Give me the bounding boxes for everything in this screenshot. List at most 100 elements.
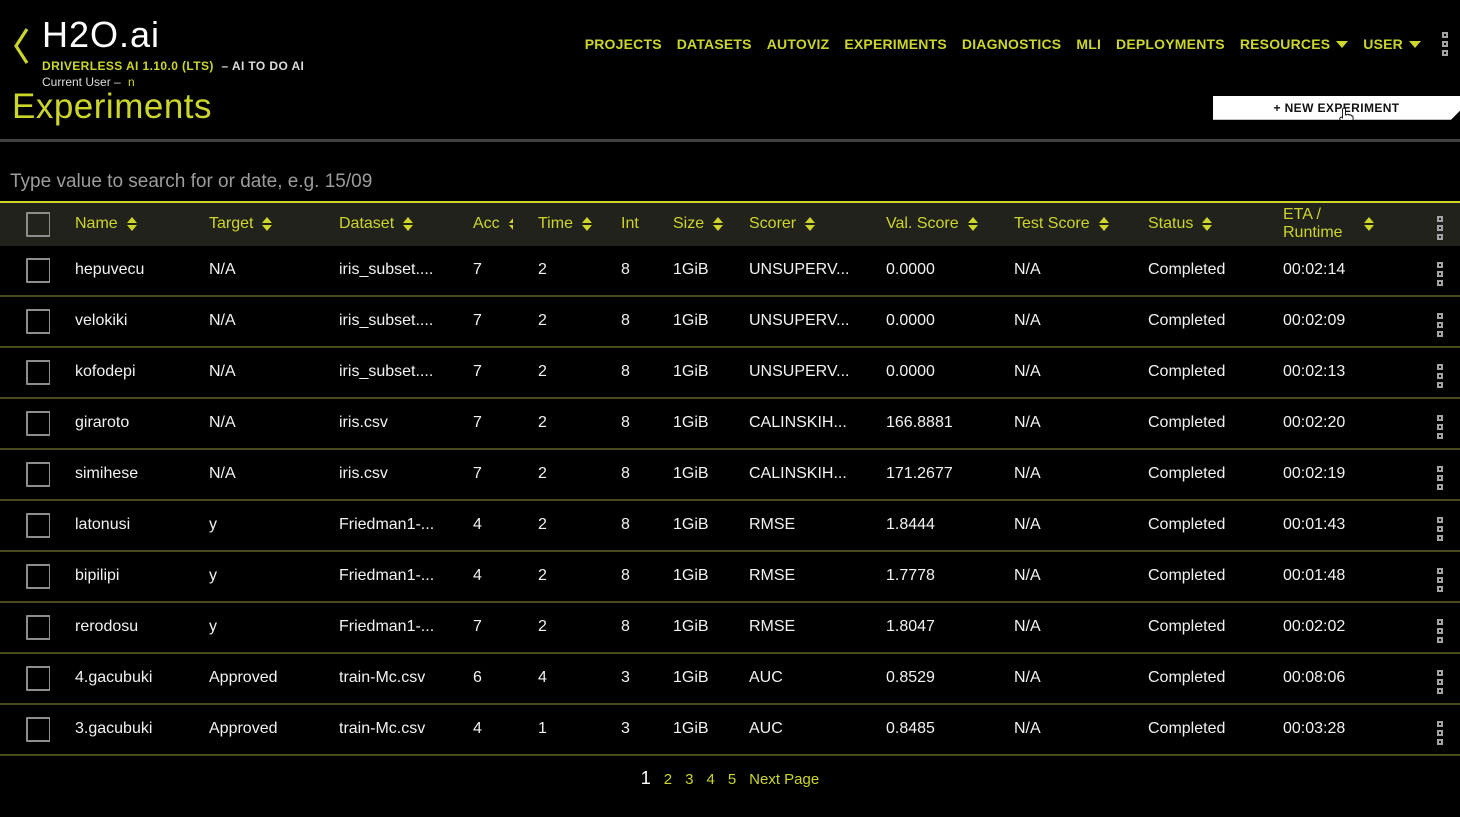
page-link-3[interactable]: 3 — [685, 770, 694, 788]
cell-scorer: RMSE — [749, 516, 796, 534]
select-all-checkbox[interactable] — [26, 211, 50, 237]
column-header-int[interactable]: Int — [621, 215, 648, 233]
table-row[interactable]: hepuvecu N/A iris_subset.... 7 2 8 1GiB … — [0, 245, 1460, 297]
table-row[interactable]: latonusi y Friedman1-... 4 2 8 1GiB RMSE… — [0, 500, 1460, 552]
nav-diagnostics[interactable]: DIAGNOSTICS — [961, 36, 1062, 52]
table-row[interactable]: 4.gacubuki Approved train-Mc.csv 6 4 3 1… — [0, 653, 1460, 705]
table-row[interactable]: rerodosu y Friedman1-... 7 2 8 1GiB RMSE… — [0, 602, 1460, 654]
row-menu-icon[interactable] — [1437, 363, 1443, 388]
column-header-target[interactable]: Target — [209, 215, 314, 233]
column-header-dataset[interactable]: Dataset — [339, 215, 448, 233]
cell-status: Completed — [1148, 261, 1226, 279]
cell-int: 8 — [621, 261, 630, 279]
nav-datasets[interactable]: DATASETS — [676, 36, 752, 52]
cell-val-score: 171.2677 — [886, 465, 953, 483]
page-link-2[interactable]: 2 — [663, 770, 673, 788]
row-checkbox[interactable] — [26, 716, 50, 742]
row-checkbox[interactable] — [26, 512, 50, 538]
nav-mli[interactable]: MLI — [1076, 36, 1102, 52]
back-chevron-icon[interactable] — [12, 26, 30, 89]
column-header-size[interactable]: Size — [673, 215, 724, 233]
cell-status: Completed — [1148, 567, 1226, 585]
search-input[interactable] — [0, 166, 1460, 203]
table-row[interactable]: velokiki N/A iris_subset.... 7 2 8 1GiB … — [0, 296, 1460, 348]
row-menu-icon[interactable] — [1437, 567, 1443, 592]
nav-experiments[interactable]: EXPERIMENTS — [844, 36, 947, 52]
nav-user[interactable]: USER — [1363, 36, 1421, 52]
cell-size: 1GiB — [673, 720, 709, 738]
column-header-scorer[interactable]: Scorer — [749, 215, 861, 233]
column-header-acc[interactable]: Acc — [473, 215, 513, 233]
page-title: Experiments — [12, 86, 213, 126]
row-menu-icon[interactable] — [1437, 465, 1443, 490]
nav-autoviz[interactable]: AUTOVIZ — [766, 36, 830, 52]
cell-val-score: 1.8444 — [886, 516, 935, 534]
header-menu-icon[interactable] — [1437, 215, 1443, 240]
row-checkbox[interactable] — [26, 665, 50, 691]
brand-block: H2O.ai DRIVERLESS AI 1.10.0 (LTS) – AI T… — [12, 16, 304, 89]
row-menu-icon[interactable] — [1437, 414, 1443, 439]
cell-dataset: iris.csv — [339, 465, 388, 483]
nav-resources[interactable]: RESOURCES — [1240, 36, 1349, 52]
table-row[interactable]: 3.gacubuki Approved train-Mc.csv 4 1 3 1… — [0, 704, 1460, 756]
table-row[interactable]: simihese N/A iris.csv 7 2 8 1GiB CALINSK… — [0, 449, 1460, 501]
page-current[interactable]: 1 — [640, 767, 651, 788]
cell-size: 1GiB — [673, 567, 709, 585]
row-checkbox[interactable] — [26, 614, 50, 640]
cell-int: 8 — [621, 465, 630, 483]
cell-int: 8 — [621, 414, 630, 432]
cell-time: 2 — [538, 516, 547, 534]
main-nav: PROJECTS DATASETS AUTOVIZ EXPERIMENTS DI… — [585, 32, 1448, 56]
cell-status: Completed — [1148, 618, 1226, 636]
cell-size: 1GiB — [673, 669, 709, 687]
row-menu-icon[interactable] — [1437, 669, 1443, 694]
logo[interactable]: H2O.ai — [42, 14, 161, 55]
cell-test-score: N/A — [1014, 669, 1041, 687]
row-checkbox[interactable] — [26, 410, 50, 436]
row-checkbox[interactable] — [26, 257, 50, 283]
cell-scorer: RMSE — [749, 618, 796, 636]
nav-deployments[interactable]: DEPLOYMENTS — [1116, 36, 1225, 52]
sort-icon — [1098, 217, 1109, 232]
page-link-4[interactable]: 4 — [706, 770, 715, 788]
row-checkbox[interactable] — [26, 563, 50, 589]
row-checkbox[interactable] — [26, 461, 50, 487]
row-menu-icon[interactable] — [1437, 618, 1443, 643]
row-checkbox[interactable] — [26, 308, 50, 334]
tagline-text: – AI TO DO AI — [221, 58, 305, 73]
column-header-val-score[interactable]: Val. Score — [886, 215, 989, 233]
column-header-name[interactable]: Name — [75, 215, 184, 233]
row-menu-icon[interactable] — [1437, 720, 1443, 745]
row-menu-icon[interactable] — [1437, 261, 1443, 286]
apps-menu-icon[interactable] — [1442, 32, 1448, 56]
table-row[interactable]: giraroto N/A iris.csv 7 2 8 1GiB CALINSK… — [0, 398, 1460, 450]
table-row[interactable]: bipilipi y Friedman1-... 4 2 8 1GiB RMSE… — [0, 551, 1460, 603]
version-text: DRIVERLESS AI 1.10.0 (LTS) — [42, 58, 214, 73]
sort-icon — [126, 217, 137, 232]
cell-time: 1 — [538, 720, 547, 738]
row-menu-icon[interactable] — [1437, 516, 1443, 541]
row-menu-icon[interactable] — [1437, 312, 1443, 337]
cell-status: Completed — [1148, 516, 1226, 534]
new-experiment-button[interactable]: + NEW EXPERIMENT — [1213, 96, 1460, 120]
table-row[interactable]: kofodepi N/A iris_subset.... 7 2 8 1GiB … — [0, 347, 1460, 399]
next-page-link[interactable]: Next Page — [749, 770, 820, 788]
cell-time: 2 — [538, 414, 547, 432]
column-header-test-score[interactable]: Test Score — [1014, 215, 1123, 233]
cell-name: 3.gacubuki — [75, 720, 153, 738]
column-header-eta-runtime[interactable]: ETA / Runtime — [1283, 206, 1412, 243]
sort-icon — [403, 217, 414, 232]
cell-dataset: train-Mc.csv — [339, 720, 426, 738]
nav-projects[interactable]: PROJECTS — [584, 36, 662, 52]
row-checkbox[interactable] — [26, 359, 50, 385]
cell-dataset: iris.csv — [339, 414, 388, 432]
page-link-5[interactable]: 5 — [727, 770, 737, 788]
column-header-time[interactable]: Time — [538, 215, 596, 233]
column-header-status[interactable]: Status — [1148, 215, 1258, 233]
cell-time: 4 — [538, 669, 547, 687]
cell-dataset: Friedman1-... — [339, 516, 435, 534]
cell-name: latonusi — [75, 516, 131, 534]
title-row: Experiments + NEW EXPERIMENT — [0, 86, 1460, 126]
version-line: DRIVERLESS AI 1.10.0 (LTS) – AI TO DO AI — [42, 59, 304, 73]
cell-target: N/A — [209, 261, 236, 279]
